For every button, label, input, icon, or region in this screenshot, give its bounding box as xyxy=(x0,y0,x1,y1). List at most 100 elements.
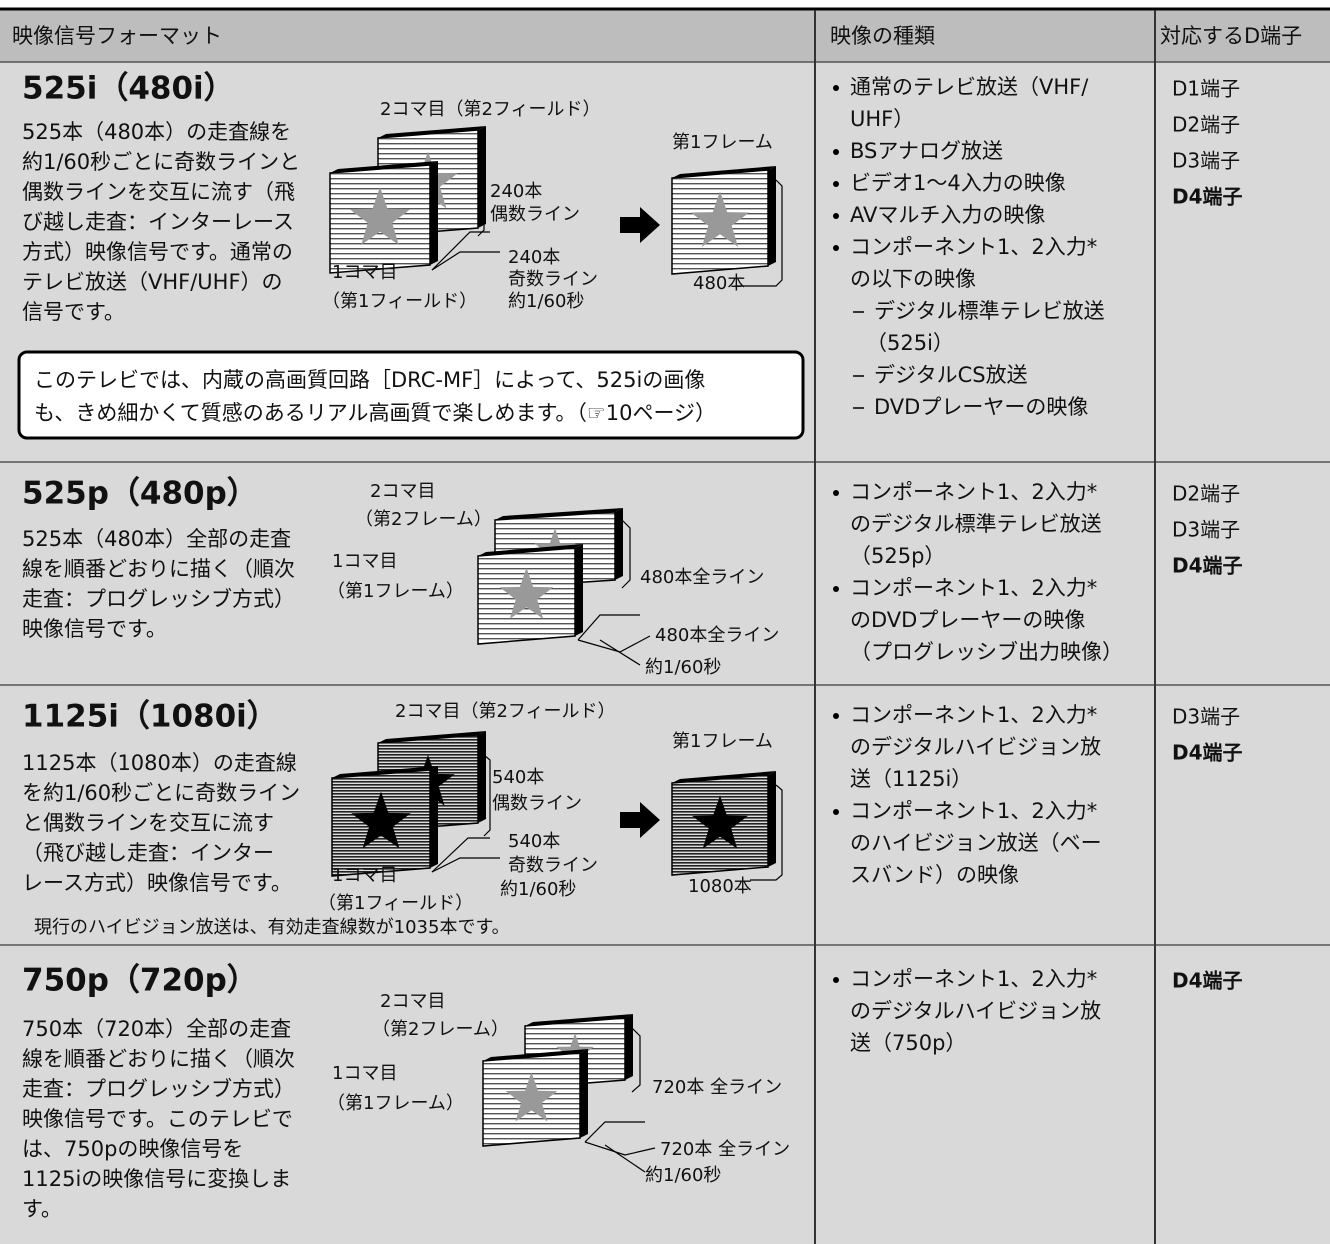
type-line: スバンド）の映像 xyxy=(850,863,1019,887)
description-line: 線を順番どおりに描く（順次 xyxy=(22,557,295,581)
type-line: コンポーネント1、2入力* xyxy=(850,576,1097,600)
leader-line xyxy=(431,857,500,873)
leader-line xyxy=(431,251,500,271)
diagram-label: （第1フレーム） xyxy=(327,581,464,602)
leader-line xyxy=(735,179,783,287)
frame-top xyxy=(332,766,438,778)
star-icon xyxy=(351,791,411,849)
type-line: 送（750p） xyxy=(850,1031,966,1055)
description-line: テレビ放送（VHF/UHF）の xyxy=(22,270,283,294)
bullet xyxy=(833,181,839,187)
frame-top xyxy=(478,544,583,556)
diagram-label: 奇数ライン xyxy=(508,855,598,876)
frame-top xyxy=(672,166,776,178)
diagram-label: 2コマ目 xyxy=(370,481,435,502)
frame-top xyxy=(672,771,776,783)
description-line: 約1/60秒ごとに奇数ラインと xyxy=(22,150,300,174)
type-line: （525p） xyxy=(850,544,945,568)
note-box xyxy=(17,350,805,440)
bullet xyxy=(833,586,839,592)
description-line: す。 xyxy=(22,1197,62,1221)
type-line: コンポーネント1、2入力* xyxy=(850,967,1097,991)
diagram-label: 480本全ライン xyxy=(640,567,764,588)
type-line: コンポーネント1、2入力* xyxy=(850,799,1097,823)
frame-depth xyxy=(615,508,623,580)
diagram-label: （第2フレーム） xyxy=(372,1019,509,1040)
description-line: 映像信号です。このテレビで xyxy=(22,1107,293,1131)
leader-line xyxy=(431,231,490,271)
diagram-label: 2コマ目（第2フィールド） xyxy=(395,701,616,722)
description-line: 1125iの映像信号に変換しま xyxy=(22,1167,291,1191)
diagram-label: 2コマ目 xyxy=(380,991,445,1012)
description-line: 750本（720本）全部の走査 xyxy=(22,1017,291,1041)
terminal: D3端子 xyxy=(1172,705,1240,729)
leader-line xyxy=(584,1121,645,1143)
description-line: レース方式）映像信号です。 xyxy=(22,871,292,895)
leader-line xyxy=(477,149,485,237)
header-bg xyxy=(0,10,1330,62)
background xyxy=(0,8,1330,1244)
type-line: ビデオ1～4入力の映像 xyxy=(850,171,1066,195)
column-header: 映像の種類 xyxy=(830,24,935,48)
type-line: コンポーネント1、2入力* xyxy=(850,235,1097,259)
frame-depth xyxy=(575,544,583,636)
bullet xyxy=(833,213,839,219)
type-line: のデジタルハイビジョン放 xyxy=(850,735,1101,759)
diagram-label: 1080本 xyxy=(688,876,752,897)
star-icon xyxy=(505,1072,558,1122)
leader-line xyxy=(584,1141,656,1156)
diagram-label: 240本 xyxy=(508,247,560,268)
description-line: 信号です。 xyxy=(22,300,125,324)
star-icon xyxy=(349,187,411,245)
note-line: 現行のハイビジョン放送は、有効走査線数が1035本です。 xyxy=(34,917,510,938)
terminal: D3端子 xyxy=(1172,149,1240,173)
diagram-label: （第2フレーム） xyxy=(355,509,492,530)
bullet xyxy=(833,149,839,155)
type-line: 送（1125i） xyxy=(850,767,972,791)
terminal: D4端子 xyxy=(1172,185,1243,209)
diagram-label: 480本全ライン xyxy=(655,625,779,646)
diagram-label: 540本 xyxy=(492,767,544,788)
diagram-label: 1コマ目 xyxy=(332,262,397,283)
leader-line xyxy=(483,754,491,837)
frame-depth xyxy=(478,731,486,823)
description-line: 映像信号です。 xyxy=(22,617,167,641)
frame-depth xyxy=(430,766,438,868)
diagram-label: 240本 xyxy=(490,181,542,202)
diagram-label: 偶数ライン xyxy=(492,793,582,814)
terminal: D4端子 xyxy=(1172,554,1243,578)
frame-depth xyxy=(768,771,776,867)
type-line: コンポーネント1、2入力* xyxy=(850,480,1097,504)
row-title: 750p（720p） xyxy=(22,963,258,999)
leader-line xyxy=(750,784,783,881)
frame-top xyxy=(330,161,438,173)
description-line: 525本（480本）の走査線を xyxy=(22,120,291,144)
diagram-label: （第1フレーム） xyxy=(327,1093,464,1114)
leader-line xyxy=(604,1144,646,1173)
frame-depth xyxy=(478,126,486,228)
star-icon xyxy=(499,567,554,619)
diagram-label: （第1フィールド） xyxy=(322,291,477,312)
bullet xyxy=(833,977,839,983)
row-title: 525p（480p） xyxy=(22,476,258,512)
description-line: 走査：プログレッシブ方式） xyxy=(22,587,295,611)
type-line: のデジタル標準テレビ放送 xyxy=(850,512,1102,536)
type-line: のハイビジョン放送（ベー xyxy=(850,831,1102,855)
description-line: 線を順番どおりに描く（順次 xyxy=(22,1047,295,1071)
description-line: 525本（480本）全部の走査 xyxy=(22,527,291,551)
diagram-label: 1コマ目 xyxy=(332,1063,397,1084)
star-icon xyxy=(692,795,748,849)
arrow-icon xyxy=(620,207,660,243)
leader-line xyxy=(631,1027,641,1093)
terminal: D2端子 xyxy=(1172,482,1240,506)
frame-top xyxy=(378,731,486,743)
note-line: も、きめ細かくて質感のあるリアル高画質で楽しめます。（☞10ページ） xyxy=(34,401,716,425)
bullet xyxy=(833,245,839,251)
diagram-label: 第1フレーム xyxy=(672,132,773,153)
leader-line xyxy=(621,519,631,589)
diagram-label: 第1フレーム xyxy=(672,731,773,752)
star-icon xyxy=(690,191,750,247)
row-title: 1125i（1080i） xyxy=(22,699,278,735)
subtype-line: デジタルCS放送 xyxy=(874,363,1028,387)
